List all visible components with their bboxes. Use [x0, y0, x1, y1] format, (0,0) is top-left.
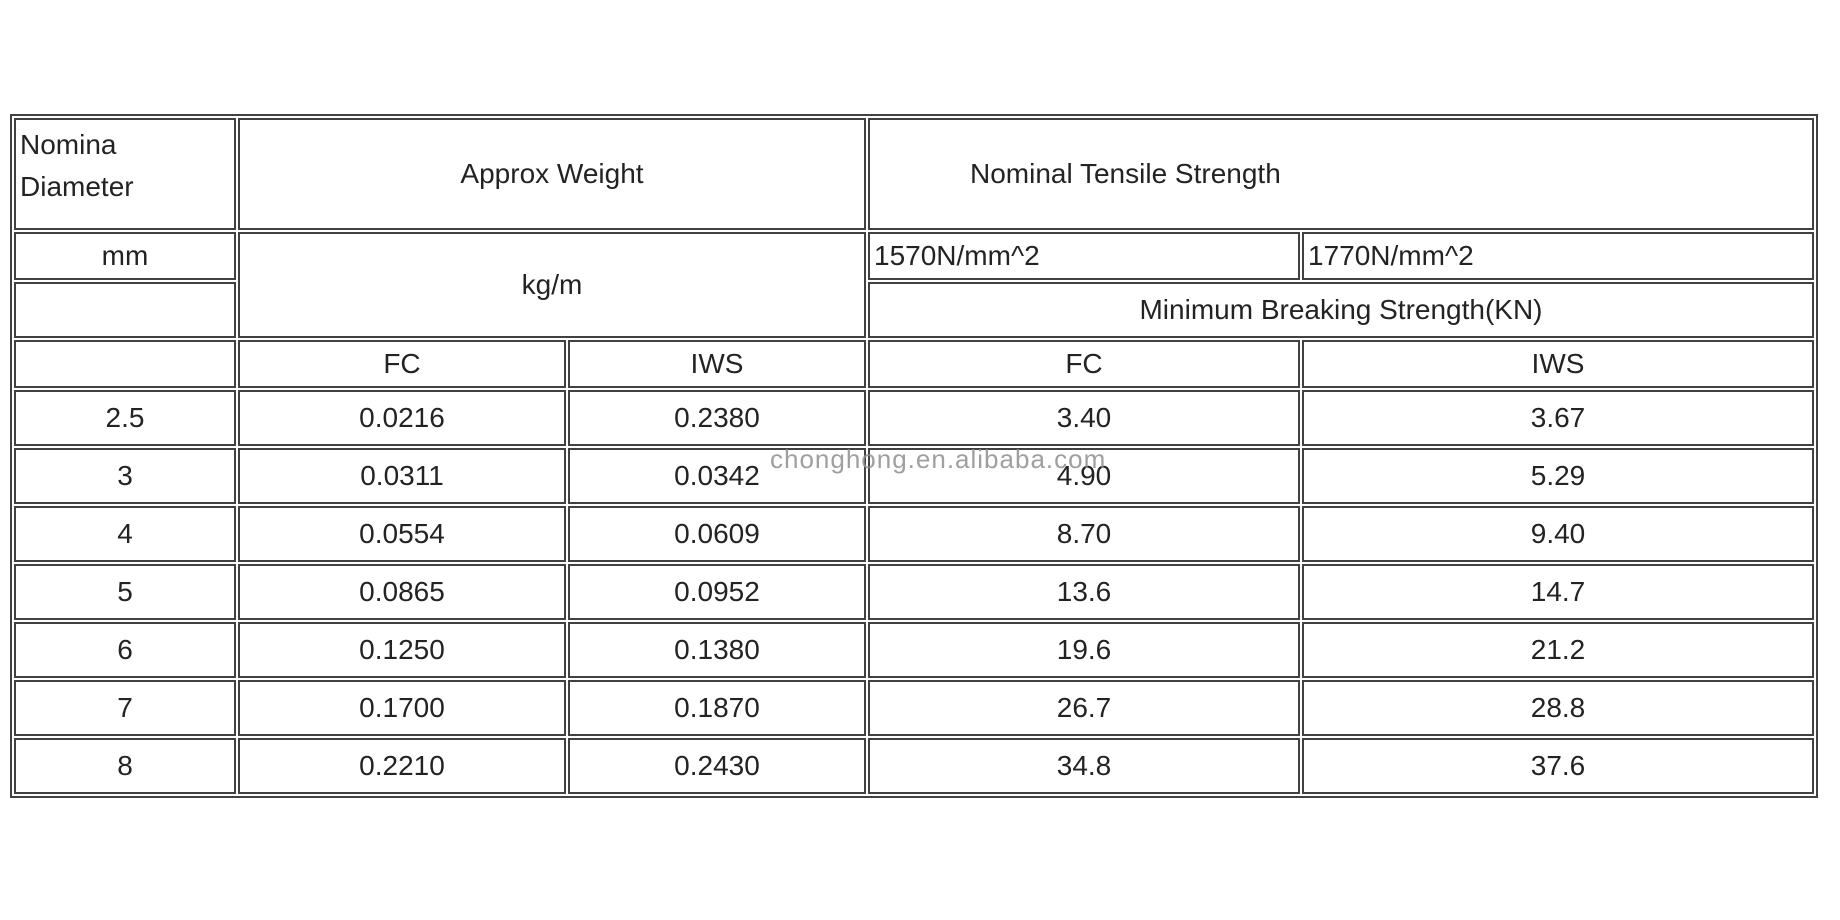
spec-table-container: Nomina Diameter Approx Weight Nominal Te…: [10, 114, 1818, 798]
empty-cell-diameter: [14, 282, 236, 338]
cell-weight-iws: 0.1380: [568, 622, 866, 678]
header-grade-1570: 1570N/mm^2: [868, 232, 1300, 280]
cell-diameter: 2.5: [14, 390, 236, 446]
cell-strength-iws: 5.29: [1302, 448, 1814, 504]
table-row: 4 0.0554 0.0609 8.70 9.40: [14, 506, 1814, 562]
cell-strength-iws: 28.8: [1302, 680, 1814, 736]
table-row: 7 0.1700 0.1870 26.7 28.8: [14, 680, 1814, 736]
cell-diameter: 5: [14, 564, 236, 620]
cell-diameter: 4: [14, 506, 236, 562]
cell-weight-fc: 0.2210: [238, 738, 566, 794]
header-row-2: mm kg/m 1570N/mm^2 1770N/mm^2: [14, 232, 1814, 338]
cell-weight-iws: 0.2430: [568, 738, 866, 794]
cell-diameter: 8: [14, 738, 236, 794]
cell-strength-fc: 8.70: [868, 506, 1300, 562]
cell-weight-iws: 0.1870: [568, 680, 866, 736]
cell-strength-fc: 34.8: [868, 738, 1300, 794]
header-min-breaking-strength: Minimum Breaking Strength(KN): [868, 282, 1814, 338]
cell-strength-fc: 13.6: [868, 564, 1300, 620]
empty-cell-diameter-2: [14, 340, 236, 388]
cell-diameter: 3: [14, 448, 236, 504]
header-grade-1770: 1770N/mm^2: [1302, 232, 1814, 280]
header-weight-fc: FC: [238, 340, 566, 388]
cell-weight-fc: 0.0554: [238, 506, 566, 562]
cell-weight-iws: 0.2380: [568, 390, 866, 446]
cell-strength-iws: 3.67: [1302, 390, 1814, 446]
cell-strength-fc: 3.40: [868, 390, 1300, 446]
table-row: 5 0.0865 0.0952 13.6 14.7: [14, 564, 1814, 620]
header-nominal-diameter-line2: Diameter: [20, 171, 134, 202]
header-unit-mm: mm: [14, 232, 236, 280]
alibaba-watermark: chonghong.en.alibaba.com: [770, 444, 1107, 474]
cell-weight-iws: 0.0342: [568, 448, 866, 504]
cell-weight-fc: 0.0216: [238, 390, 566, 446]
cell-strength-fc: 4.90: [868, 448, 1300, 504]
header-row-1: Nomina Diameter Approx Weight Nominal Te…: [14, 118, 1814, 230]
header-nominal-diameter-line1: Nomina: [20, 129, 117, 160]
cell-diameter: 7: [14, 680, 236, 736]
cell-strength-fc: 19.6: [868, 622, 1300, 678]
header-row-4: FC IWS FC IWS: [14, 340, 1814, 388]
cell-weight-iws: 0.0952: [568, 564, 866, 620]
table-row: 3 0.0311 0.0342 4.90 5.29: [14, 448, 1814, 504]
cell-strength-iws: 21.2: [1302, 622, 1814, 678]
cell-strength-fc: 26.7: [868, 680, 1300, 736]
cell-weight-iws: 0.0609: [568, 506, 866, 562]
table-row: 2.5 0.0216 0.2380 3.40 3.67: [14, 390, 1814, 446]
header-weight-iws: IWS: [568, 340, 866, 388]
header-unit-kgm: kg/m: [238, 232, 866, 338]
cell-weight-fc: 0.1250: [238, 622, 566, 678]
cell-weight-fc: 0.1700: [238, 680, 566, 736]
cell-weight-fc: 0.0865: [238, 564, 566, 620]
header-row-3: Minimum Breaking Strength(KN): [14, 282, 1814, 338]
cell-weight-fc: 0.0311: [238, 448, 566, 504]
cell-diameter: 6: [14, 622, 236, 678]
cell-strength-iws: 14.7: [1302, 564, 1814, 620]
header-strength-fc: FC: [868, 340, 1300, 388]
cell-strength-iws: 37.6: [1302, 738, 1814, 794]
table-row: 8 0.2210 0.2430 34.8 37.6: [14, 738, 1814, 794]
header-strength-iws: IWS: [1302, 340, 1814, 388]
header-approx-weight: Approx Weight: [238, 118, 866, 230]
header-nominal-tensile-strength: Nominal Tensile Strength: [868, 118, 1814, 230]
wire-rope-spec-table: Nomina Diameter Approx Weight Nominal Te…: [10, 114, 1818, 798]
cell-strength-iws: 9.40: [1302, 506, 1814, 562]
header-nominal-diameter: Nomina Diameter: [14, 118, 236, 230]
table-row: 6 0.1250 0.1380 19.6 21.2: [14, 622, 1814, 678]
